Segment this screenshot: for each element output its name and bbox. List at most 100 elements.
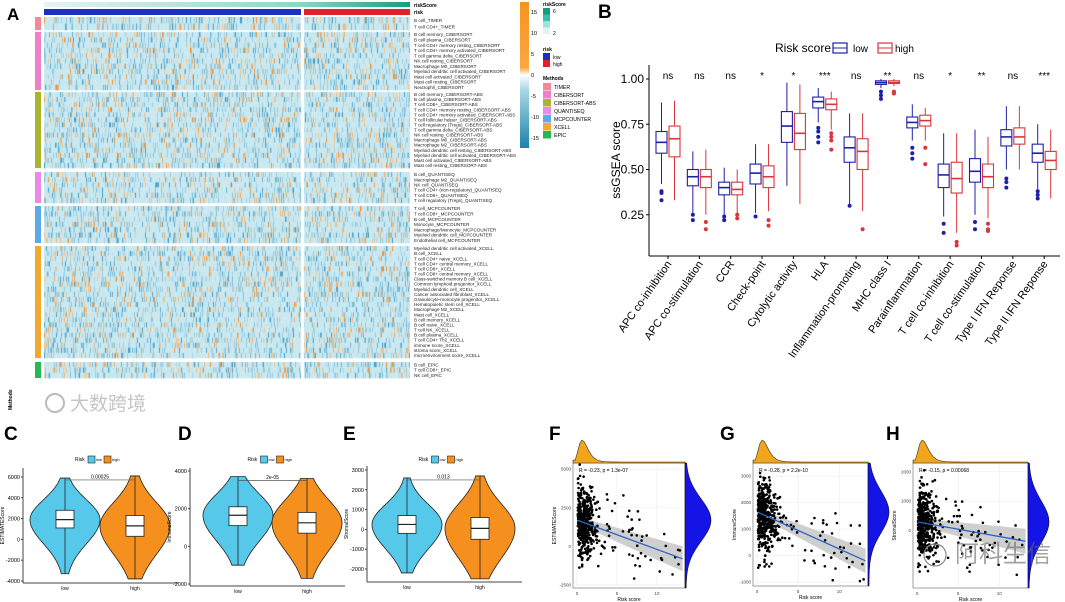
violin-legend-title: Risk [419, 457, 429, 463]
scatter-point [760, 544, 764, 548]
significance-label: ns [1008, 71, 1019, 82]
scatter-point [777, 512, 781, 516]
b-x-tick-label: Type II IFN Reponse [983, 259, 1051, 349]
box-iqr [718, 181, 731, 196]
scatter-x-tick-label: 0 [576, 591, 579, 596]
scatter-point [999, 532, 1002, 536]
scatter-point [579, 548, 583, 551]
box-high-4 [793, 84, 806, 204]
scatter-point [590, 505, 594, 509]
scatter-point [586, 507, 590, 511]
heatmap-row-label: B cell_TIMER [414, 18, 443, 23]
significance-label: ns [663, 71, 674, 82]
scatter-point [759, 507, 763, 511]
scatter-point [926, 507, 930, 511]
scatter-point [916, 527, 920, 531]
scatter-point [768, 550, 771, 553]
scatter-point [587, 544, 590, 548]
scatter-point [579, 483, 583, 486]
scatter-point [921, 505, 924, 509]
pvalue-label: 2e-05 [266, 475, 279, 481]
scatter-point [627, 553, 631, 556]
scatter-point [924, 565, 927, 569]
scatter-point [590, 510, 594, 514]
scatter-point [934, 528, 938, 532]
scatter-point [932, 505, 936, 509]
heatmap-row-label: Neutrophil_CIBERSORT [414, 85, 464, 90]
scatter-point [587, 533, 590, 536]
scatter-point [589, 500, 592, 503]
panel-letter-f: F [549, 424, 561, 445]
scatter-point [821, 521, 825, 525]
box-low-3 [749, 144, 762, 219]
box-outlier [910, 151, 915, 156]
violin-y-tick-label: 0 [184, 544, 187, 550]
scatter-point [960, 552, 964, 555]
scatter-point [918, 494, 922, 497]
violin-high [271, 478, 343, 579]
scatter-point [858, 524, 861, 527]
scatter-point [921, 524, 925, 528]
scatter-point [585, 496, 589, 499]
right-density-score [684, 462, 712, 589]
heatmap-cells [44, 17, 410, 379]
heatmap-row-label: Mast cell resting_CIBERSORT-ABS [414, 163, 487, 168]
scatter-point [658, 570, 662, 573]
scatter-point [630, 533, 633, 537]
scatter-point [678, 549, 682, 552]
box-outlier [659, 191, 664, 196]
scatter-point [767, 545, 771, 549]
scatter-point [585, 509, 588, 513]
scatter-point [763, 534, 767, 538]
heatmap-row-label: Class-switched memory B cell_XCELL [414, 277, 493, 282]
scatter-point [580, 522, 583, 526]
scatter-point [592, 498, 595, 501]
scatter-point [769, 522, 772, 526]
scatter-point [929, 514, 933, 518]
significance-label: *** [819, 71, 831, 82]
heatmap-row-label: T cell CD8+_XCELL [414, 266, 456, 271]
scatter-point [918, 496, 922, 500]
scatter-point [579, 493, 583, 497]
scatter-point [932, 502, 935, 506]
heatmap-row-label: T cell CD4+ Th2_XCELL [414, 338, 465, 343]
annotation-label-risk: risk [414, 10, 423, 16]
scatter-point [584, 524, 588, 528]
significance-label: ns [694, 71, 705, 82]
scatter-point [930, 521, 934, 525]
heatmap-row-label: Mast cell_XCELL [414, 312, 450, 317]
scatter-point [773, 511, 776, 515]
violin-x-tick-label: high [130, 586, 140, 592]
scatter-point [769, 519, 772, 523]
heatmap-row-label: T cell regulatory (Tregs)_QUANTISEQ [414, 198, 493, 203]
scatter-point [767, 476, 771, 479]
scatter-point [766, 490, 770, 494]
violin-high [444, 475, 516, 580]
scatter-point [581, 556, 584, 560]
scatter-point [634, 563, 637, 567]
scatter-point [580, 536, 584, 540]
scatter-point [606, 498, 609, 501]
scatter-point [635, 534, 639, 537]
scatter-point [770, 509, 773, 513]
scatter-y-axis-title: ImmuneScore [732, 509, 738, 540]
scatter-point [927, 537, 931, 540]
violin-legend-key-high [103, 455, 112, 464]
heatmap-row-label: T cell CD4+ memory activated_CIBERSORT-A… [414, 112, 515, 117]
scatter-point [920, 519, 924, 523]
scatter-point [918, 531, 922, 534]
scatter-point [773, 516, 777, 520]
violin-x-tick-label: low [61, 586, 69, 592]
legend-title-methods: Methods [543, 76, 564, 82]
scatter-point [823, 564, 827, 568]
box-low-8 [906, 104, 919, 161]
scatter-point [764, 526, 768, 530]
heatmap-row-label: B cell plasma_XCELL [414, 333, 459, 338]
scatter-point [935, 560, 938, 563]
scatter-point [581, 539, 585, 543]
scatter-point [588, 485, 592, 488]
scatter-point [760, 542, 763, 546]
scatter-point [757, 528, 760, 532]
scatter-point [970, 513, 974, 517]
heatmap-row-label: T cell CD8+_CIBERSORT-ABS [414, 102, 478, 107]
